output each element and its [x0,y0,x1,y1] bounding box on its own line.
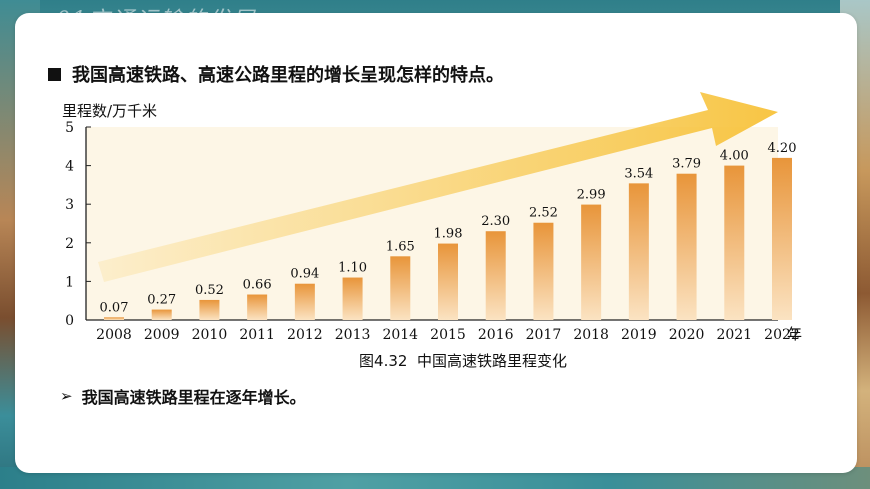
x-tick-label-2019: 2019 [621,327,657,343]
chart-caption: 图4.32 中国高速铁路里程变化 [359,352,567,370]
x-tick-label-2021: 2021 [716,327,752,343]
y-tick-label: 0 [65,313,74,329]
x-tick-label-2015: 2015 [430,327,466,343]
x-tick-label-2009: 2009 [144,327,180,343]
bar-2021 [724,165,745,320]
bar-2015 [438,243,458,320]
trend-arrow-group [98,92,778,282]
data-label-2010: 0.52 [195,283,224,298]
bar-2009 [151,309,172,320]
x-tick-label-2014: 2014 [382,327,418,343]
y-tick-label: 5 [65,120,74,136]
data-label-2011: 0.66 [243,278,272,293]
bar-2013 [342,277,363,320]
x-tick-label-2008: 2008 [96,327,132,343]
x-axis-unit-label: 年 [787,325,802,343]
y-tick-label: 3 [65,197,74,213]
data-label-2022: 4.20 [768,141,797,156]
data-label-2021: 4.00 [720,149,749,164]
x-tick-label-2010: 2010 [192,327,228,343]
bar-2018 [581,204,602,320]
data-label-2013: 1.10 [338,261,367,276]
x-tick-label-2016: 2016 [478,327,514,343]
y-tick-label: 4 [65,159,74,175]
plot-background [86,127,778,320]
square-bullet-icon [48,67,61,81]
question-text: 我国高速铁路、高速公路里程的增长呈现怎样的特点。 [72,65,504,86]
data-label-2014: 1.65 [386,239,415,254]
bar-2012 [294,283,315,320]
y-tick-label: 2 [65,236,74,252]
conclusion-text: 我国高速铁路里程在逐年增长。 [81,388,306,407]
data-label-2015: 1.98 [434,227,463,242]
bar-2014 [390,256,411,320]
y-axis-label: 里程数/万千米 [62,102,157,120]
data-label-2016: 2.30 [481,214,510,229]
x-tick-label-2017: 2017 [526,327,562,343]
bar-2020 [676,173,697,320]
bar-2016 [485,231,506,320]
conclusion-line: ➢ 我国高速铁路里程在逐年增长。 [60,384,306,408]
x-tick-label-2018: 2018 [573,327,609,343]
data-label-2020: 3.79 [672,157,701,172]
bar-2022 [772,157,792,320]
data-label-2019: 3.54 [624,166,653,181]
bar-2019 [628,183,649,320]
bar-2017 [533,222,554,320]
bar-2011 [247,294,268,320]
axis-group: 0 1 2 3 4 5 [65,120,778,329]
bar-2008 [104,317,124,320]
question-line: 我国高速铁路、高速公路里程的增长呈现怎样的特点。 [48,61,504,87]
bars-group: 0.07 2008 0.27 2009 0.52 2010 0.66 2011 0.94 2012… [96,141,800,343]
bar-2010 [199,299,220,320]
y-tick-label: 1 [65,274,74,290]
data-label-2009: 0.27 [147,293,176,308]
data-label-2008: 0.07 [100,300,129,315]
x-tick-label-2013: 2013 [335,327,371,343]
data-label-2018: 2.99 [577,188,606,203]
x-tick-label-2012: 2012 [287,327,323,343]
trend-arrow-icon [98,92,778,282]
x-tick-label-2011: 2011 [239,327,275,343]
data-label-2017: 2.52 [529,206,558,221]
x-tick-label-2020: 2020 [669,327,705,343]
x-tick-label-2022: 2022 [764,327,800,343]
arrow-bullet-icon: ➢ [60,387,73,405]
data-label-2012: 0.94 [290,267,319,282]
